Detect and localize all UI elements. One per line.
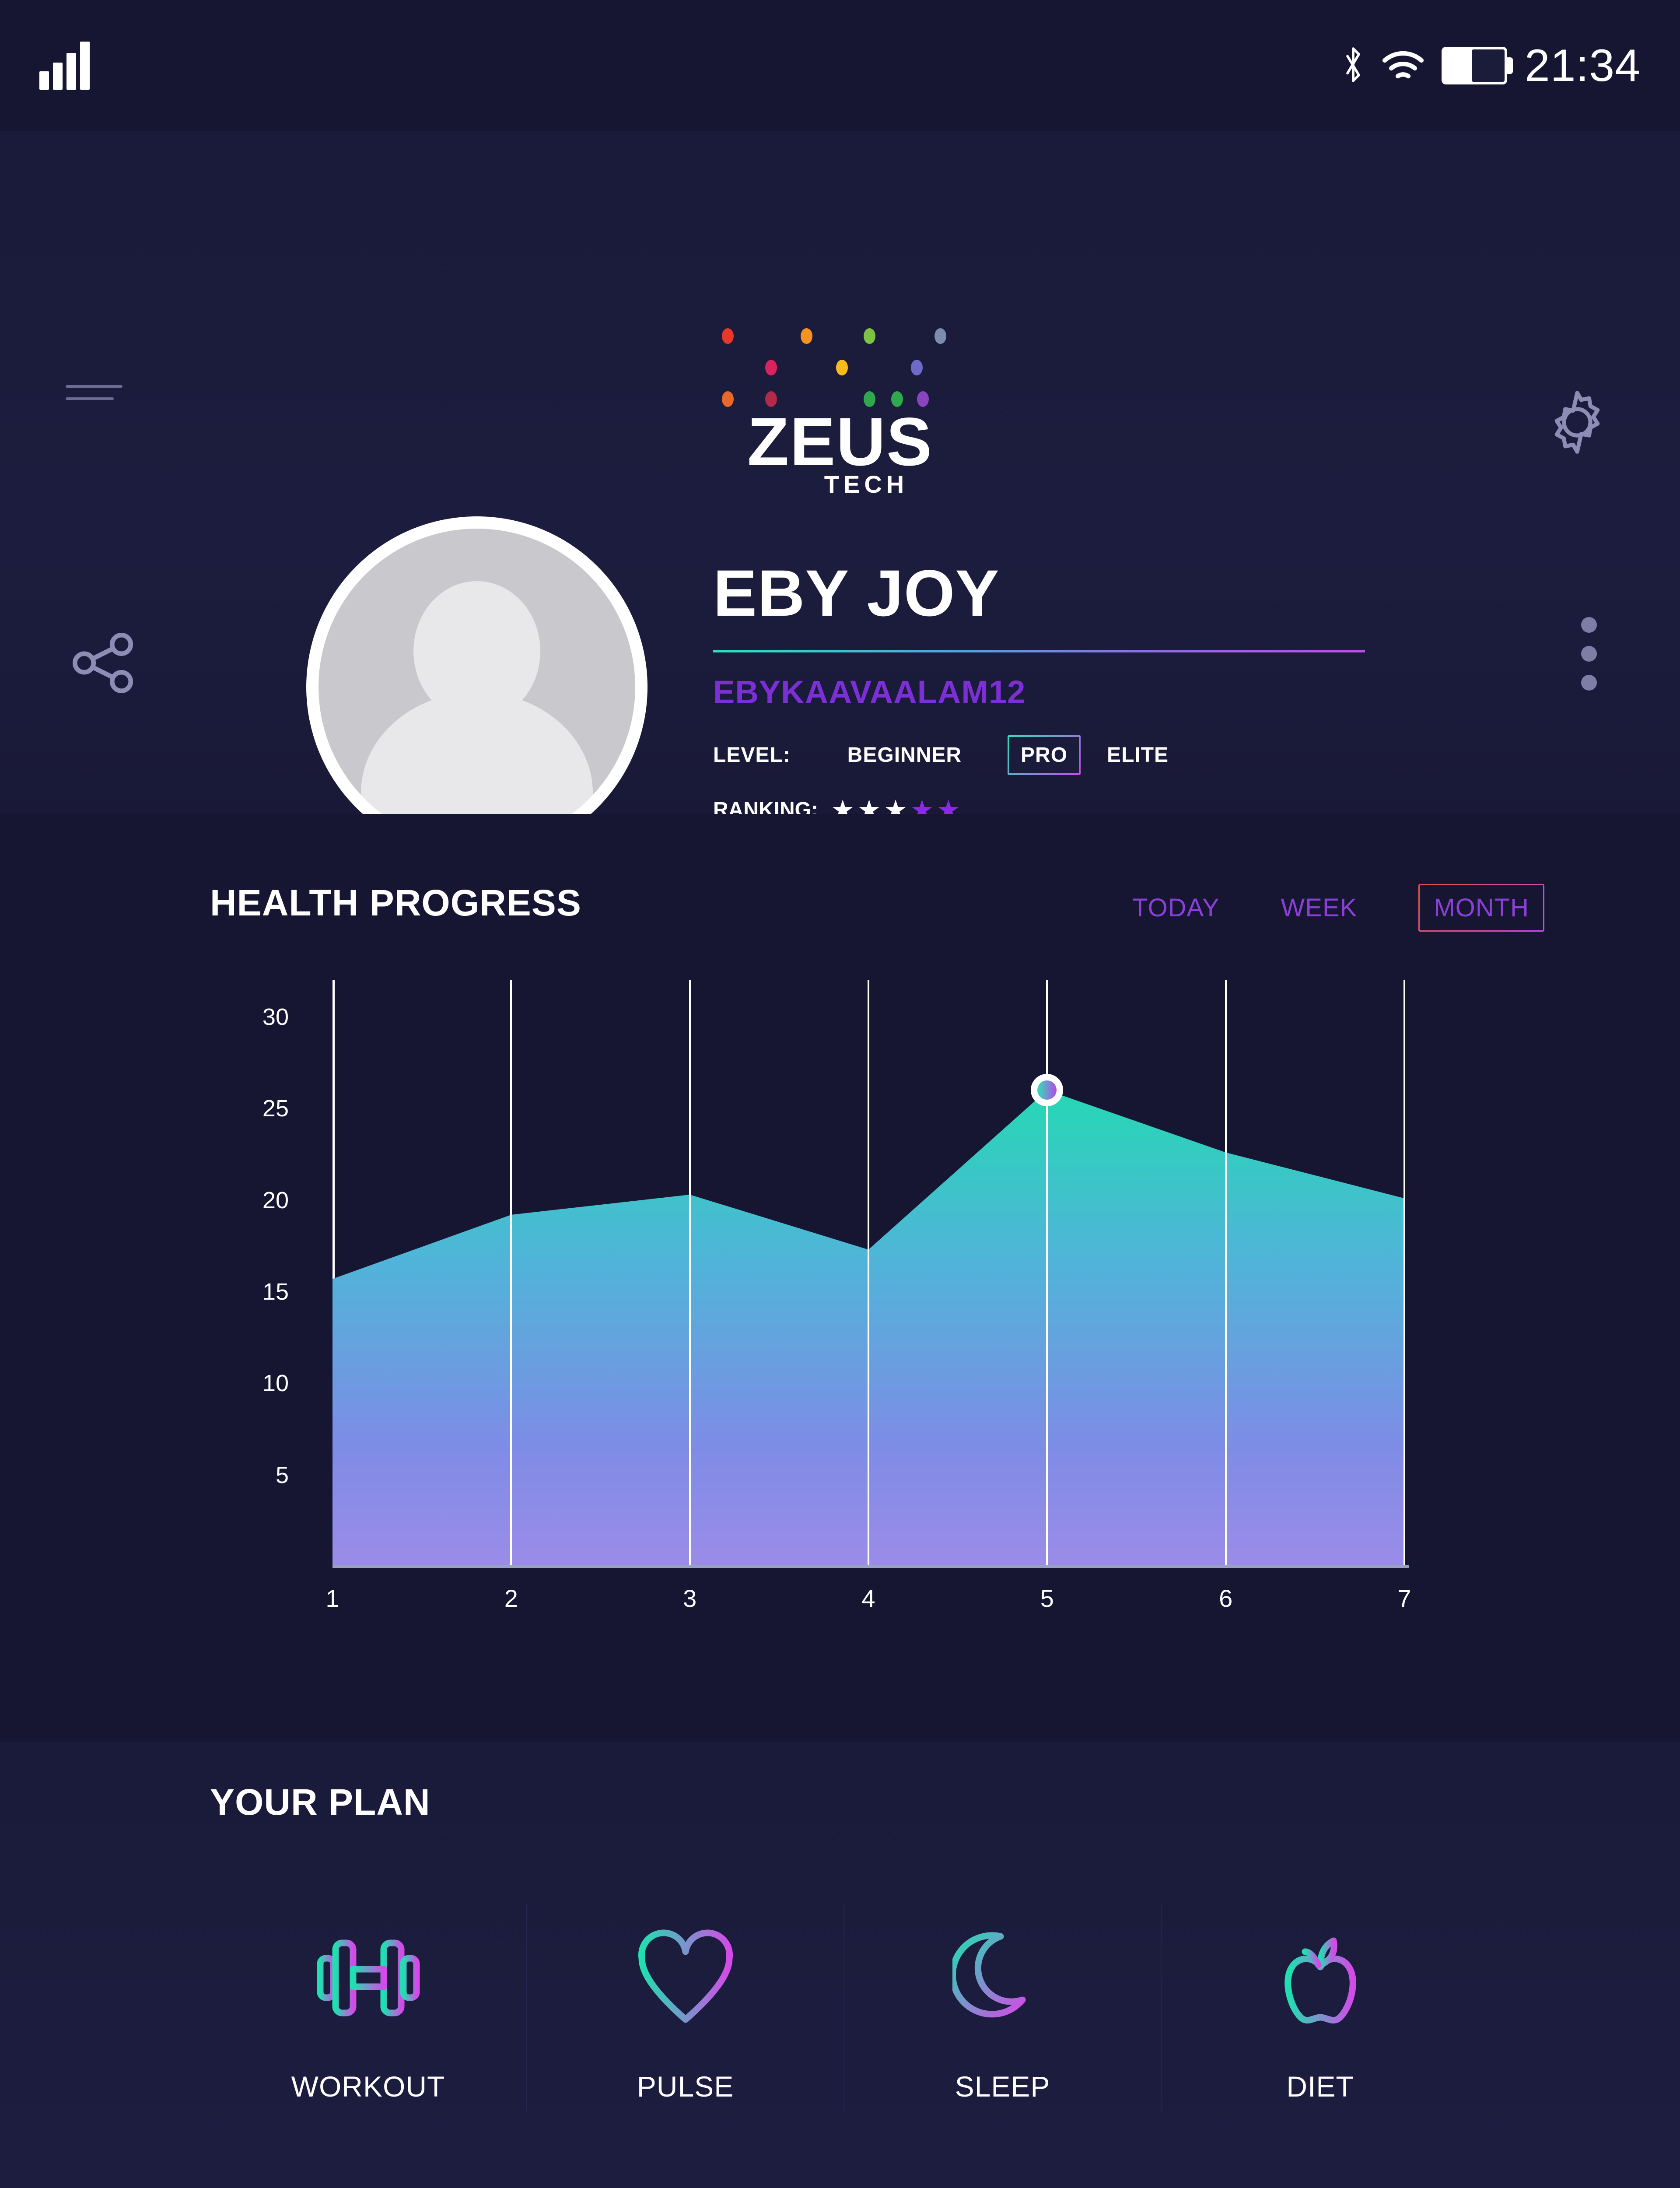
plan-item-sleep[interactable]: SLEEP (844, 1904, 1162, 2112)
tab-today[interactable]: TODAY (1132, 894, 1220, 922)
profile-header: ZEUS TECH EBY JOY EBYKAAVAALAM12 LEVEL: … (0, 131, 1680, 858)
plan-label-sleep: SLEEP (955, 2070, 1050, 2103)
plan-label-pulse: PULSE (637, 2070, 734, 2103)
chart-y-tick: 25 (262, 1095, 289, 1122)
chart-x-axis (332, 1565, 1409, 1568)
profile-username: EBYKAAVAALAM12 (713, 674, 1026, 710)
chart-plot-area (332, 980, 1405, 1567)
chart-y-tick: 5 (275, 1462, 289, 1488)
bluetooth-icon (1346, 47, 1360, 82)
chart-x-tick: 3 (683, 1585, 697, 1612)
level-option-beginner[interactable]: BEGINNER (847, 743, 962, 767)
more-vertical-icon[interactable] (1581, 617, 1597, 691)
plan-item-diet[interactable]: DIET (1162, 1904, 1479, 2112)
brand-logo: ZEUS TECH (674, 324, 1006, 498)
level-label: LEVEL: (713, 743, 791, 767)
chart-gridline (510, 980, 512, 1567)
avatar[interactable] (306, 516, 648, 858)
chart-gridline (689, 980, 691, 1567)
level-option-pro[interactable]: PRO (1008, 735, 1081, 775)
battery-icon (1441, 47, 1513, 84)
logo-dot (801, 328, 812, 344)
chart-x-tick: 5 (1040, 1585, 1054, 1612)
plan-label-diet: DIET (1286, 2070, 1354, 2103)
hamburger-menu-icon[interactable] (66, 385, 127, 411)
section-title-health: HEALTH PROGRESS (210, 882, 581, 923)
plan-item-workout[interactable]: WORKOUT (210, 1904, 527, 2112)
chart-gridline (1404, 980, 1405, 1567)
tab-month[interactable]: MONTH (1418, 884, 1544, 932)
logo-dot-grid (722, 324, 958, 411)
apple-icon (1270, 1912, 1371, 2044)
plan-label-workout: WORKOUT (291, 2070, 445, 2103)
logo-dot (864, 391, 875, 407)
name-underline (713, 650, 1365, 652)
chart-x-tick: 7 (1397, 1585, 1411, 1612)
chart-gridline (1046, 980, 1048, 1567)
chart-x-tick: 6 (1219, 1585, 1233, 1612)
logo-dot (864, 328, 875, 344)
wifi-icon (1382, 51, 1424, 79)
dumbbell-icon (312, 1912, 425, 2044)
chart-y-tick: 15 (262, 1278, 289, 1305)
logo-dot (765, 391, 777, 407)
logo-dot (722, 328, 734, 344)
gear-icon[interactable] (1540, 385, 1614, 459)
chart-y-axis-labels: 5 10 15 20 25 30 (210, 980, 289, 1567)
chart-x-tick: 4 (861, 1585, 875, 1612)
logo-dot (765, 360, 777, 375)
chart-marker-dot (1037, 1080, 1057, 1100)
plan-grid: WORKOUT PULSE SLEEP (210, 1904, 1479, 2112)
chart-highlight-marker[interactable] (1031, 1074, 1064, 1107)
logo-dot (891, 391, 903, 407)
logo-dot (836, 360, 848, 375)
section-title-plan: YOUR PLAN (210, 1781, 430, 1823)
brand-suffix: TECH (824, 470, 909, 498)
range-tabs: TODAY WEEK MONTH (1132, 884, 1544, 932)
chart-y-axis (332, 980, 335, 1567)
logo-dot (917, 391, 929, 407)
status-bar-right: 21:34 (1342, 43, 1641, 88)
your-plan-section: YOUR PLAN WORKOUT (0, 1742, 1680, 2188)
chart-gridline (868, 980, 869, 1567)
chart-gridline (1225, 980, 1227, 1567)
level-row: LEVEL: BEGINNER PRO ELITE (713, 735, 1457, 775)
logo-dot (911, 360, 923, 375)
page-title: EBY JOY (713, 556, 1000, 630)
share-icon[interactable] (66, 626, 140, 700)
signal-bars-icon (39, 42, 90, 90)
health-progress-section: HEALTH PROGRESS TODAY WEEK MONTH 5 10 15 20… (0, 814, 1680, 1742)
chart-y-tick: 30 (262, 1003, 289, 1030)
profile-info: EBY JOY EBYKAAVAALAM12 LEVEL: BEGINNER P… (713, 560, 1457, 822)
chart-y-tick: 10 (262, 1370, 289, 1397)
level-option-elite[interactable]: ELITE (1107, 743, 1169, 767)
status-bar: 21:34 (0, 0, 1680, 131)
status-clock: 21:34 (1524, 40, 1641, 91)
tab-week[interactable]: WEEK (1281, 894, 1358, 922)
chart-y-tick: 20 (262, 1187, 289, 1213)
logo-dot (722, 391, 734, 407)
heart-icon (635, 1912, 736, 2044)
chart-x-tick: 1 (326, 1585, 340, 1612)
chart-x-tick: 2 (504, 1585, 518, 1612)
logo-dot (934, 328, 946, 344)
brand-name: ZEUS (747, 404, 933, 480)
plan-item-pulse[interactable]: PULSE (527, 1904, 844, 2112)
chart-x-axis-labels: 1 2 3 4 5 6 7 (326, 1584, 1411, 1623)
moon-icon (952, 1912, 1053, 2044)
health-progress-chart[interactable]: 5 10 15 20 25 30 1 2 3 4 5 6 7 (210, 980, 1492, 1645)
